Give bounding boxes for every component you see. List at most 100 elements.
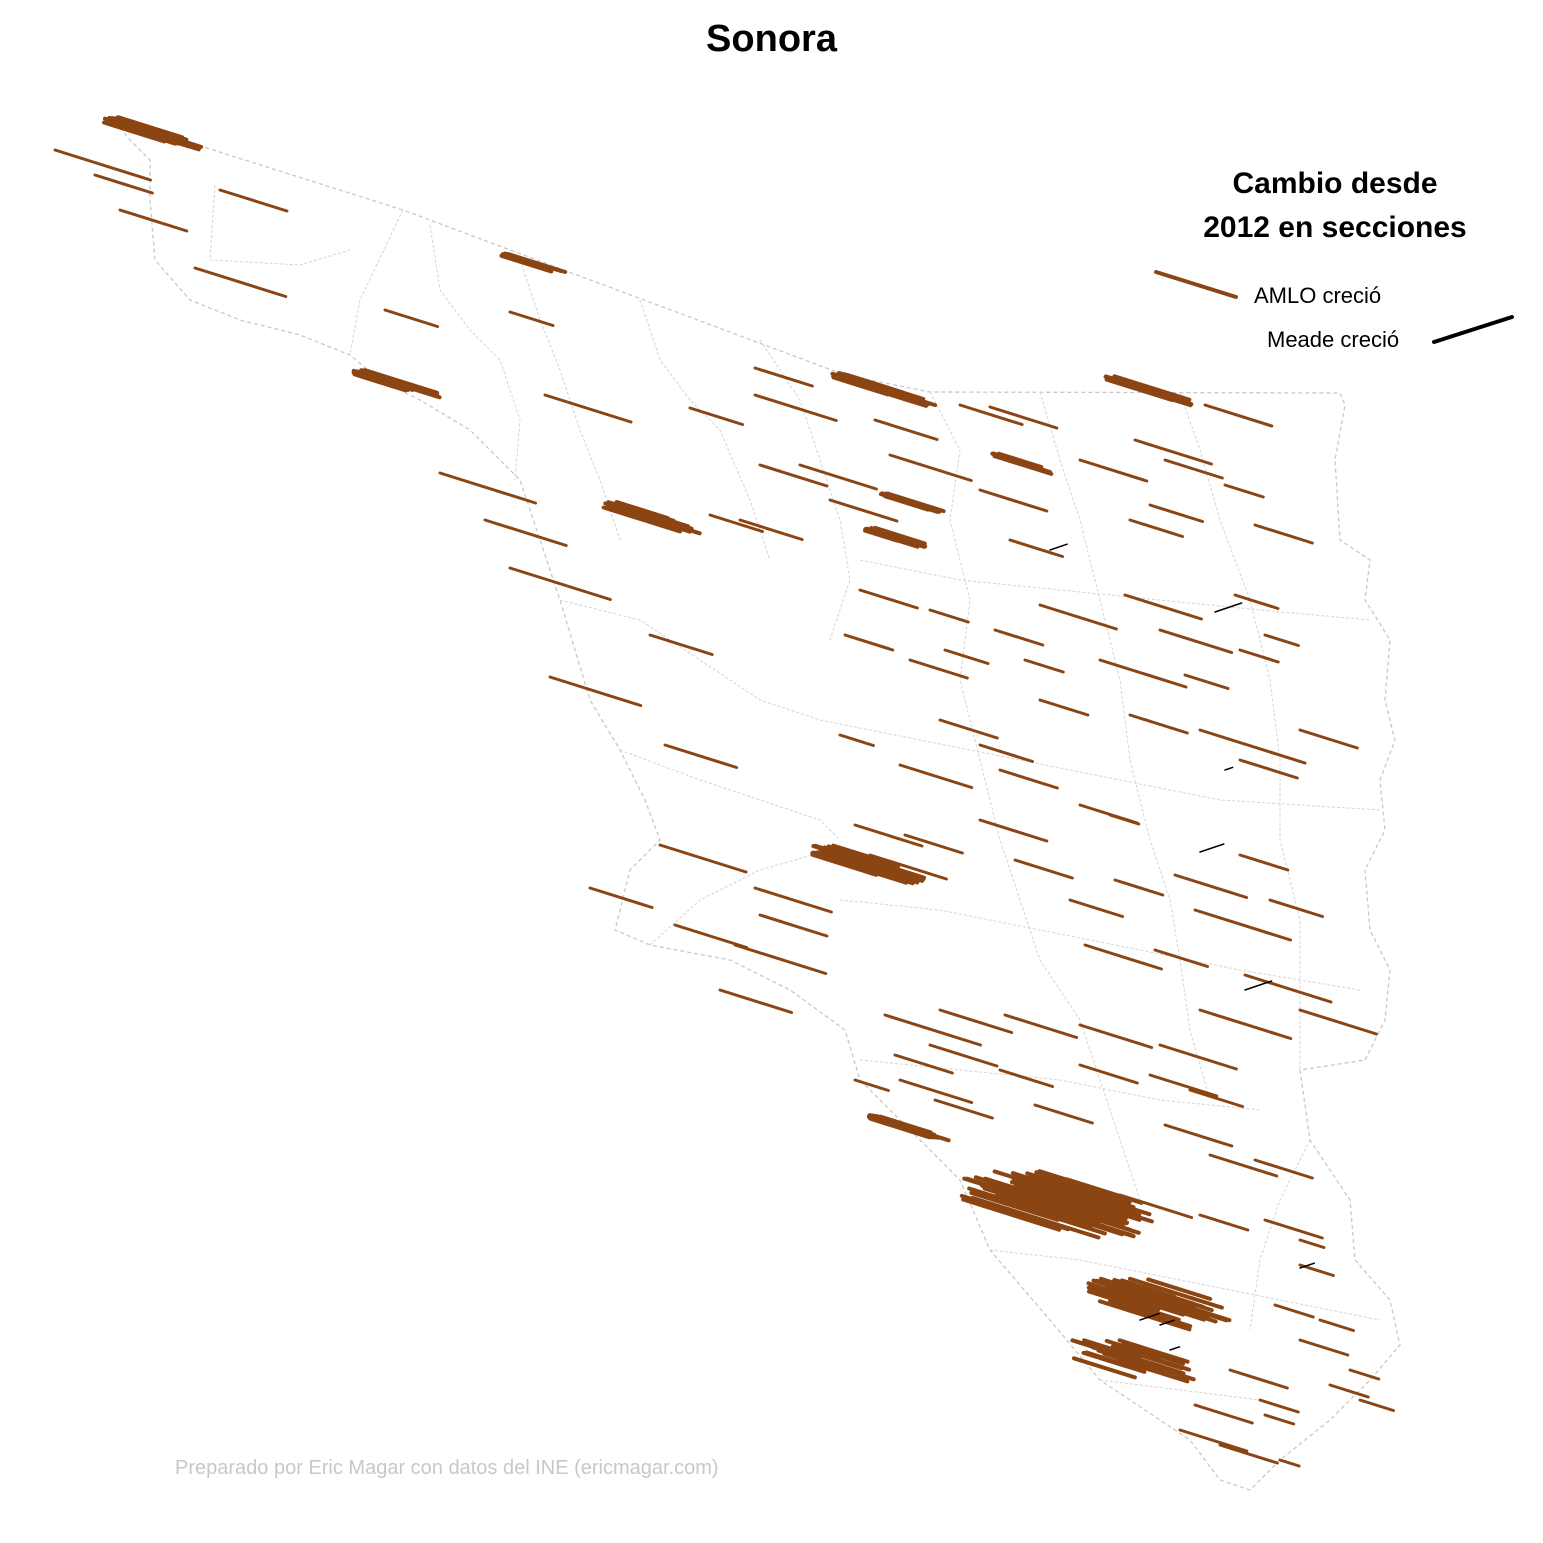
change-arrow: [1021, 1199, 1107, 1229]
change-arrow: [844, 375, 925, 404]
change-arrow: [873, 525, 927, 546]
change-arrow: [1032, 1189, 1116, 1219]
map-title: Sonora: [706, 18, 837, 60]
change-arrow: [1097, 1299, 1192, 1332]
change-arrow: [107, 118, 185, 146]
legend-title-line-2: 2012 en secciones: [1203, 211, 1467, 244]
change-arrow: [758, 913, 829, 938]
change-arrow: [1127, 1276, 1224, 1310]
change-arrow: [888, 453, 973, 482]
change-arrow: [1063, 1180, 1132, 1205]
change-arrow: [116, 115, 185, 140]
change-arrow: [614, 501, 673, 522]
change-arrow: [753, 393, 838, 422]
change-arrow: [1193, 1403, 1254, 1425]
change-arrow: [1038, 603, 1118, 631]
change-arrow: [1128, 518, 1184, 538]
change-arrow: [1013, 858, 1074, 880]
legend-title: Cambio desde 2012 en secciones: [1150, 162, 1520, 250]
change-arrow: [831, 847, 926, 881]
change-arrow: [1198, 1008, 1293, 1040]
change-arrow: [1163, 458, 1224, 480]
change-arrow: [508, 566, 612, 601]
change-arrow: [1082, 1338, 1142, 1360]
change-arrow: [1253, 523, 1314, 545]
change-arrow: [1107, 1299, 1193, 1329]
change-arrow: [933, 1098, 994, 1120]
change-arrow: [499, 253, 554, 274]
change-arrow: [1086, 1289, 1143, 1310]
change-arrow: [938, 1008, 1014, 1034]
change-arrow: [1078, 1063, 1139, 1085]
change-arrow: [1198, 1213, 1250, 1232]
change-arrow: [708, 513, 764, 533]
change-arrow: [1218, 1443, 1279, 1465]
change-arrow: [993, 628, 1045, 647]
change-arrow: [1003, 1013, 1079, 1039]
change-arrow: [970, 1195, 1101, 1240]
change-arrow: [1120, 1342, 1186, 1366]
change-arrow: [1038, 698, 1090, 717]
change-arrow: [733, 943, 828, 975]
change-arrow: [53, 148, 152, 182]
change-arrow: [883, 1013, 982, 1047]
change-arrow: [998, 768, 1059, 790]
change-arrow: [1238, 648, 1280, 664]
change-arrows: [53, 115, 1395, 1468]
change-arrow: [1128, 713, 1189, 735]
change-arrow: [663, 743, 739, 769]
change-arrow: [1118, 1193, 1194, 1219]
change-arrow: [1008, 538, 1064, 558]
change-arrow: [828, 498, 899, 523]
change-arrow: [1118, 1346, 1175, 1367]
change-arrow: [866, 529, 920, 549]
change-arrow: [903, 833, 964, 855]
change-arrow: [1006, 1198, 1082, 1226]
legend-meade-label: Meade creció: [1267, 327, 1400, 352]
change-arrow: [718, 988, 794, 1014]
change-arrow: [1348, 1368, 1381, 1381]
change-arrow: [1298, 1238, 1326, 1249]
change-arrow: [383, 308, 439, 328]
change-arrow: [1298, 1008, 1378, 1036]
change-arrow: [110, 115, 180, 141]
change-arrow: [1298, 728, 1359, 750]
change-arrow: [1140, 1288, 1197, 1310]
change-arrow: [753, 886, 833, 914]
change-arrow: [838, 733, 875, 747]
change-arrow: [1328, 1383, 1370, 1399]
change-arrow: [1223, 483, 1265, 499]
change-arrow: [938, 718, 999, 740]
change-arrow: [1358, 1398, 1395, 1412]
change-arrow: [1123, 593, 1203, 621]
change-arrow: [1060, 1185, 1125, 1209]
change-arrow: [878, 1114, 933, 1135]
change-arrow: [548, 675, 643, 707]
change-arrow: [1117, 1338, 1190, 1364]
change-arrow: [1112, 374, 1192, 402]
change-arrow: [1153, 948, 1209, 968]
change-arrow: [1263, 1413, 1296, 1426]
change-arrow: [898, 763, 974, 789]
change-arrow: [1083, 943, 1163, 971]
change-arrow: [853, 1078, 890, 1092]
change-arrow: [831, 374, 918, 405]
change-arrow: [1068, 898, 1124, 918]
change-arrow: [361, 369, 433, 396]
change-arrow: [1078, 1023, 1154, 1049]
change-arrow: [1140, 1292, 1229, 1323]
meade-change-arrow: [1049, 543, 1068, 551]
change-arrow: [607, 505, 679, 531]
change-arrow: [1118, 1287, 1192, 1314]
change-arrow: [1193, 908, 1292, 942]
change-arrow: [1158, 1043, 1238, 1071]
change-arrow: [1146, 1277, 1213, 1301]
change-arrow: [1253, 1158, 1314, 1180]
change-arrow: [898, 1078, 974, 1104]
change-arrow: [831, 843, 901, 868]
state-border: [110, 116, 1401, 1491]
change-arrow: [1133, 438, 1213, 466]
meade-change-arrow: [1199, 843, 1225, 853]
change-arrow: [1119, 1278, 1177, 1299]
change-arrow: [1188, 1088, 1244, 1108]
